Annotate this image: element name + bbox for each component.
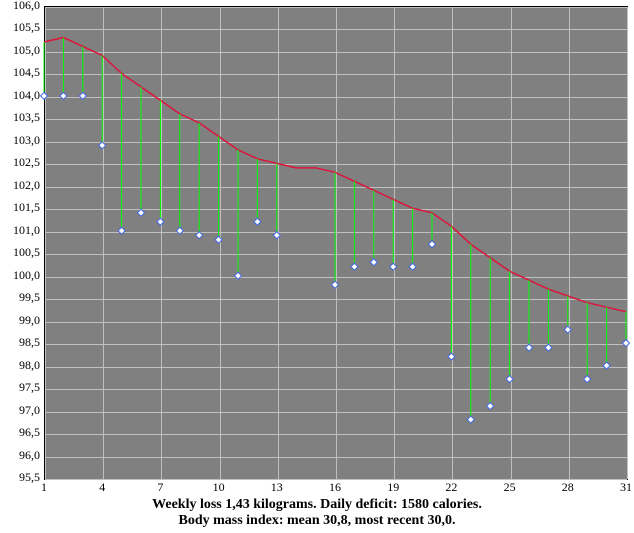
data-point: [157, 218, 164, 225]
x-tick-label: 22: [445, 480, 457, 495]
data-point: [196, 232, 203, 239]
data-point: [467, 416, 474, 423]
data-point: [409, 263, 416, 270]
data-point: [79, 92, 86, 99]
data-point: [448, 353, 455, 360]
data-point: [351, 263, 358, 270]
y-tick-label: 96,5: [2, 425, 40, 440]
y-tick-label: 101,0: [2, 223, 40, 238]
data-point: [545, 344, 552, 351]
data-point: [235, 272, 242, 279]
y-tick-label: 106,0: [2, 0, 40, 13]
data-point: [526, 344, 533, 351]
data-point: [60, 92, 67, 99]
x-tick-label: 31: [620, 480, 632, 495]
y-tick-label: 96,0: [2, 448, 40, 463]
y-tick-label: 102,0: [2, 178, 40, 193]
y-tick-label: 102,5: [2, 155, 40, 170]
data-point: [584, 376, 591, 383]
data-point: [332, 281, 339, 288]
x-tick-label: 16: [329, 480, 341, 495]
y-tick-label: 105,0: [2, 43, 40, 58]
data-point: [99, 142, 106, 149]
caption-line-1: Weekly loss 1,43 kilograms. Daily defici…: [0, 497, 634, 513]
caption-line-2: Body mass index: mean 30,8, most recent …: [0, 513, 634, 529]
x-tick-label: 13: [271, 480, 283, 495]
y-tick-label: 99,0: [2, 313, 40, 328]
y-tick-label: 100,5: [2, 245, 40, 260]
y-tick-label: 101,5: [2, 200, 40, 215]
y-tick-label: 98,5: [2, 335, 40, 350]
x-tick-label: 28: [562, 480, 574, 495]
data-point: [564, 326, 571, 333]
data-point: [273, 232, 280, 239]
data-point: [429, 241, 436, 248]
y-tick-label: 97,5: [2, 380, 40, 395]
data-point: [487, 403, 494, 410]
x-tick-label: 25: [504, 480, 516, 495]
data-point: [138, 209, 145, 216]
data-point: [370, 259, 377, 266]
y-tick-label: 105,5: [2, 20, 40, 35]
x-tick-label: 4: [99, 480, 105, 495]
x-tick-label: 19: [387, 480, 399, 495]
data-point: [254, 218, 261, 225]
y-tick-label: 104,5: [2, 65, 40, 80]
data-point: [176, 227, 183, 234]
data-point: [506, 376, 513, 383]
x-tick-label: 7: [157, 480, 163, 495]
data-point: [390, 263, 397, 270]
y-tick-label: 103,5: [2, 110, 40, 125]
y-tick-label: 99,5: [2, 290, 40, 305]
y-tick-label: 103,0: [2, 133, 40, 148]
y-tick-label: 98,0: [2, 358, 40, 373]
y-tick-label: 100,0: [2, 268, 40, 283]
data-point: [215, 236, 222, 243]
x-tick-label: 1: [41, 480, 47, 495]
chart-svg: [0, 0, 634, 533]
weight-chart: 106,0 105,5 105,0 104,5 104,0 103,5 103,0 102,5…: [0, 0, 634, 533]
y-tick-label: 95,5: [2, 470, 40, 485]
y-tick-label: 104,0: [2, 88, 40, 103]
data-point: [603, 362, 610, 369]
data-point: [41, 92, 48, 99]
y-tick-label: 97,0: [2, 403, 40, 418]
x-tick-label: 10: [213, 480, 225, 495]
data-point: [118, 227, 125, 234]
data-point: [623, 340, 630, 347]
